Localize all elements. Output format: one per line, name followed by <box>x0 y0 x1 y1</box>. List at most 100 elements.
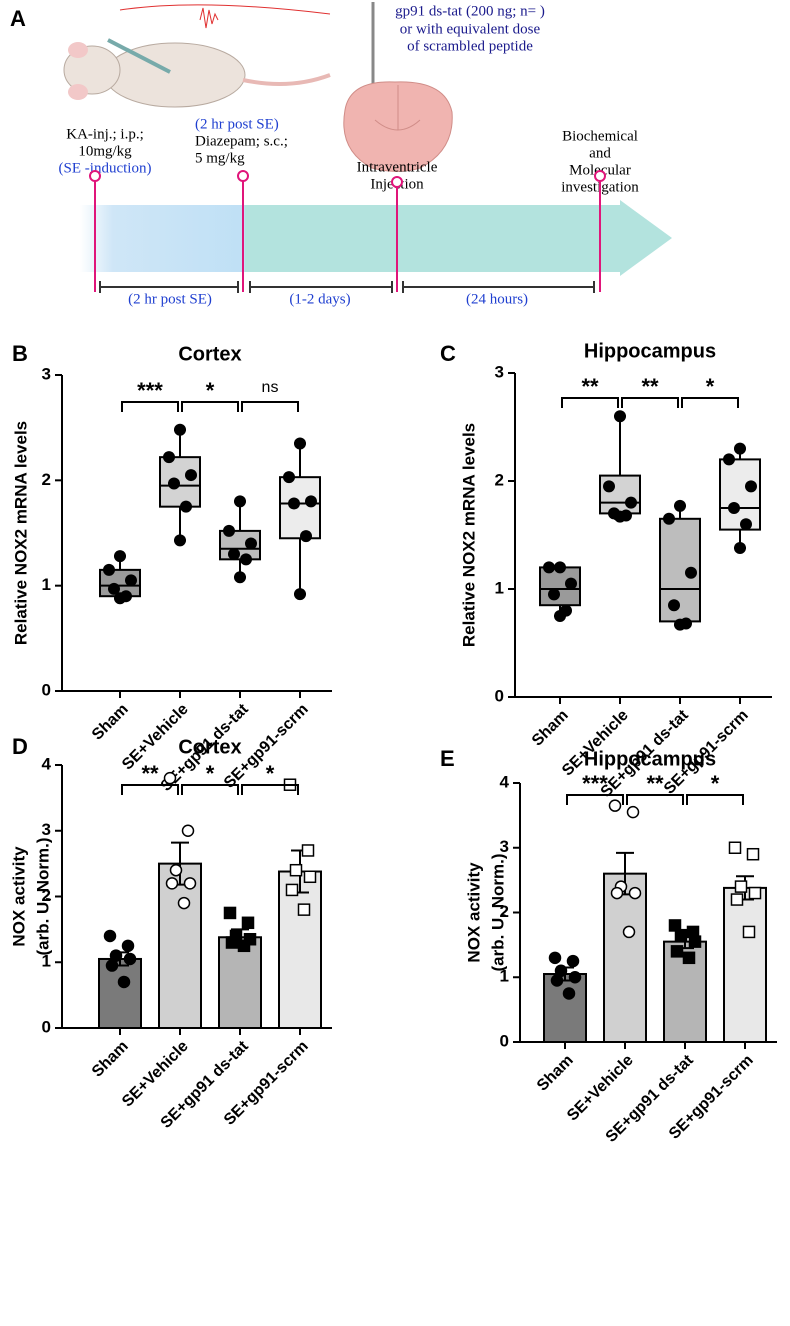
data-point <box>294 437 306 450</box>
y-axis-label: NOX activity <box>9 846 28 947</box>
data-point <box>285 883 299 897</box>
significance-label: * <box>206 761 215 786</box>
data-point <box>548 588 560 601</box>
y-tick-label: 2 <box>495 470 504 489</box>
y-axis-label: (arb. U, Norm.) <box>488 853 507 971</box>
mouse-illustration <box>63 4 331 108</box>
interval-label: (2 hr post SE) <box>128 291 212 307</box>
data-point <box>117 975 131 989</box>
data-point <box>685 566 697 579</box>
y-tick-label: 0 <box>42 1017 51 1036</box>
bar <box>158 862 202 1029</box>
y-tick-label: 1 <box>42 575 51 594</box>
data-point <box>174 534 186 547</box>
data-point <box>169 863 183 877</box>
significance-label: * <box>266 761 275 786</box>
significance-bracket <box>121 784 179 795</box>
data-point <box>674 928 688 942</box>
step-text: 5 mg/kg <box>195 150 245 166</box>
bar <box>98 957 142 1030</box>
data-point <box>568 971 582 984</box>
y-tick-label: 3 <box>42 820 51 839</box>
arrow-head <box>245 200 672 276</box>
box <box>159 456 201 508</box>
y-axis-label: NOX activity <box>464 862 483 963</box>
y-tick-label: 3 <box>500 837 509 856</box>
data-point <box>734 880 748 893</box>
significance-bracket <box>121 401 179 412</box>
step-text: Intraventricle <box>357 159 438 175</box>
data-point <box>163 771 177 785</box>
step-text: Diazepam; s.c.; <box>195 133 288 149</box>
box <box>719 458 761 531</box>
data-point <box>730 893 744 906</box>
y-tick-label: 4 <box>42 754 52 773</box>
significance-bracket <box>241 784 299 795</box>
data-point <box>225 936 239 949</box>
chart-title: Cortex <box>178 343 241 365</box>
step-text: 10mg/kg <box>78 143 132 159</box>
y-axis-label: (arb. U, Norm.) <box>33 837 52 955</box>
y-tick-label: 2 <box>500 902 509 921</box>
data-point <box>562 987 576 1000</box>
data-point <box>114 592 126 605</box>
y-tick-label: 3 <box>42 364 51 383</box>
chart-title: Hippocampus <box>584 748 716 770</box>
data-point <box>223 906 237 920</box>
data-point <box>301 844 315 857</box>
significance-label: ** <box>581 374 599 399</box>
data-point <box>305 495 317 508</box>
data-point <box>240 553 252 566</box>
y-tick-label: 4 <box>500 772 510 791</box>
data-point <box>728 502 740 514</box>
data-point <box>297 903 311 916</box>
timeline-pins <box>89 170 606 292</box>
data-point <box>294 588 306 601</box>
significance-bracket <box>621 397 679 408</box>
data-point <box>565 577 577 590</box>
data-point <box>674 499 686 512</box>
data-point <box>181 824 195 837</box>
data-point <box>745 480 757 493</box>
interval-brackets <box>99 281 595 293</box>
data-point <box>185 469 197 482</box>
data-point <box>223 524 235 537</box>
significance-bracket <box>241 401 299 412</box>
data-point <box>245 537 257 550</box>
significance-label: *** <box>582 771 608 796</box>
significance-bracket <box>181 401 239 412</box>
data-point <box>234 495 246 508</box>
data-point <box>682 951 696 965</box>
significance-bracket <box>686 794 744 805</box>
y-tick-label: 2 <box>42 886 51 905</box>
step-text: (SE -induction) <box>59 160 152 176</box>
significance-label: ** <box>641 374 659 399</box>
bar <box>603 872 647 1044</box>
x-tick-label: Sham <box>534 1052 577 1095</box>
injection-text: gp91 ds-tat (200 ng; n= ) <box>395 3 545 19</box>
data-point <box>688 935 702 948</box>
chart-title: Hippocampus <box>584 340 716 362</box>
panel-label: A <box>10 6 26 31</box>
interval-label: (24 hours) <box>466 291 528 307</box>
y-tick-label: 0 <box>500 1031 509 1050</box>
data-point <box>742 925 756 939</box>
bar <box>723 886 767 1044</box>
data-point <box>603 480 615 493</box>
box <box>279 476 321 540</box>
data-point <box>663 512 675 525</box>
significance-bracket <box>626 794 684 805</box>
data-point <box>300 530 312 543</box>
timeline-panel: A gp91 ds-tat (200 ng; n= ) or with equi… <box>10 2 672 307</box>
significance-label: * <box>711 771 720 796</box>
x-tick-label: Sham <box>89 701 132 744</box>
significance-label: ** <box>646 771 664 796</box>
significance-label: ** <box>141 761 159 786</box>
significance-label: ns <box>262 379 279 396</box>
data-point <box>550 974 564 987</box>
data-point <box>628 886 642 900</box>
data-point <box>228 548 240 561</box>
y-axis-label: Relative NOX2 mRNA levels <box>459 423 478 647</box>
data-point <box>125 574 137 587</box>
data-point <box>177 896 191 910</box>
